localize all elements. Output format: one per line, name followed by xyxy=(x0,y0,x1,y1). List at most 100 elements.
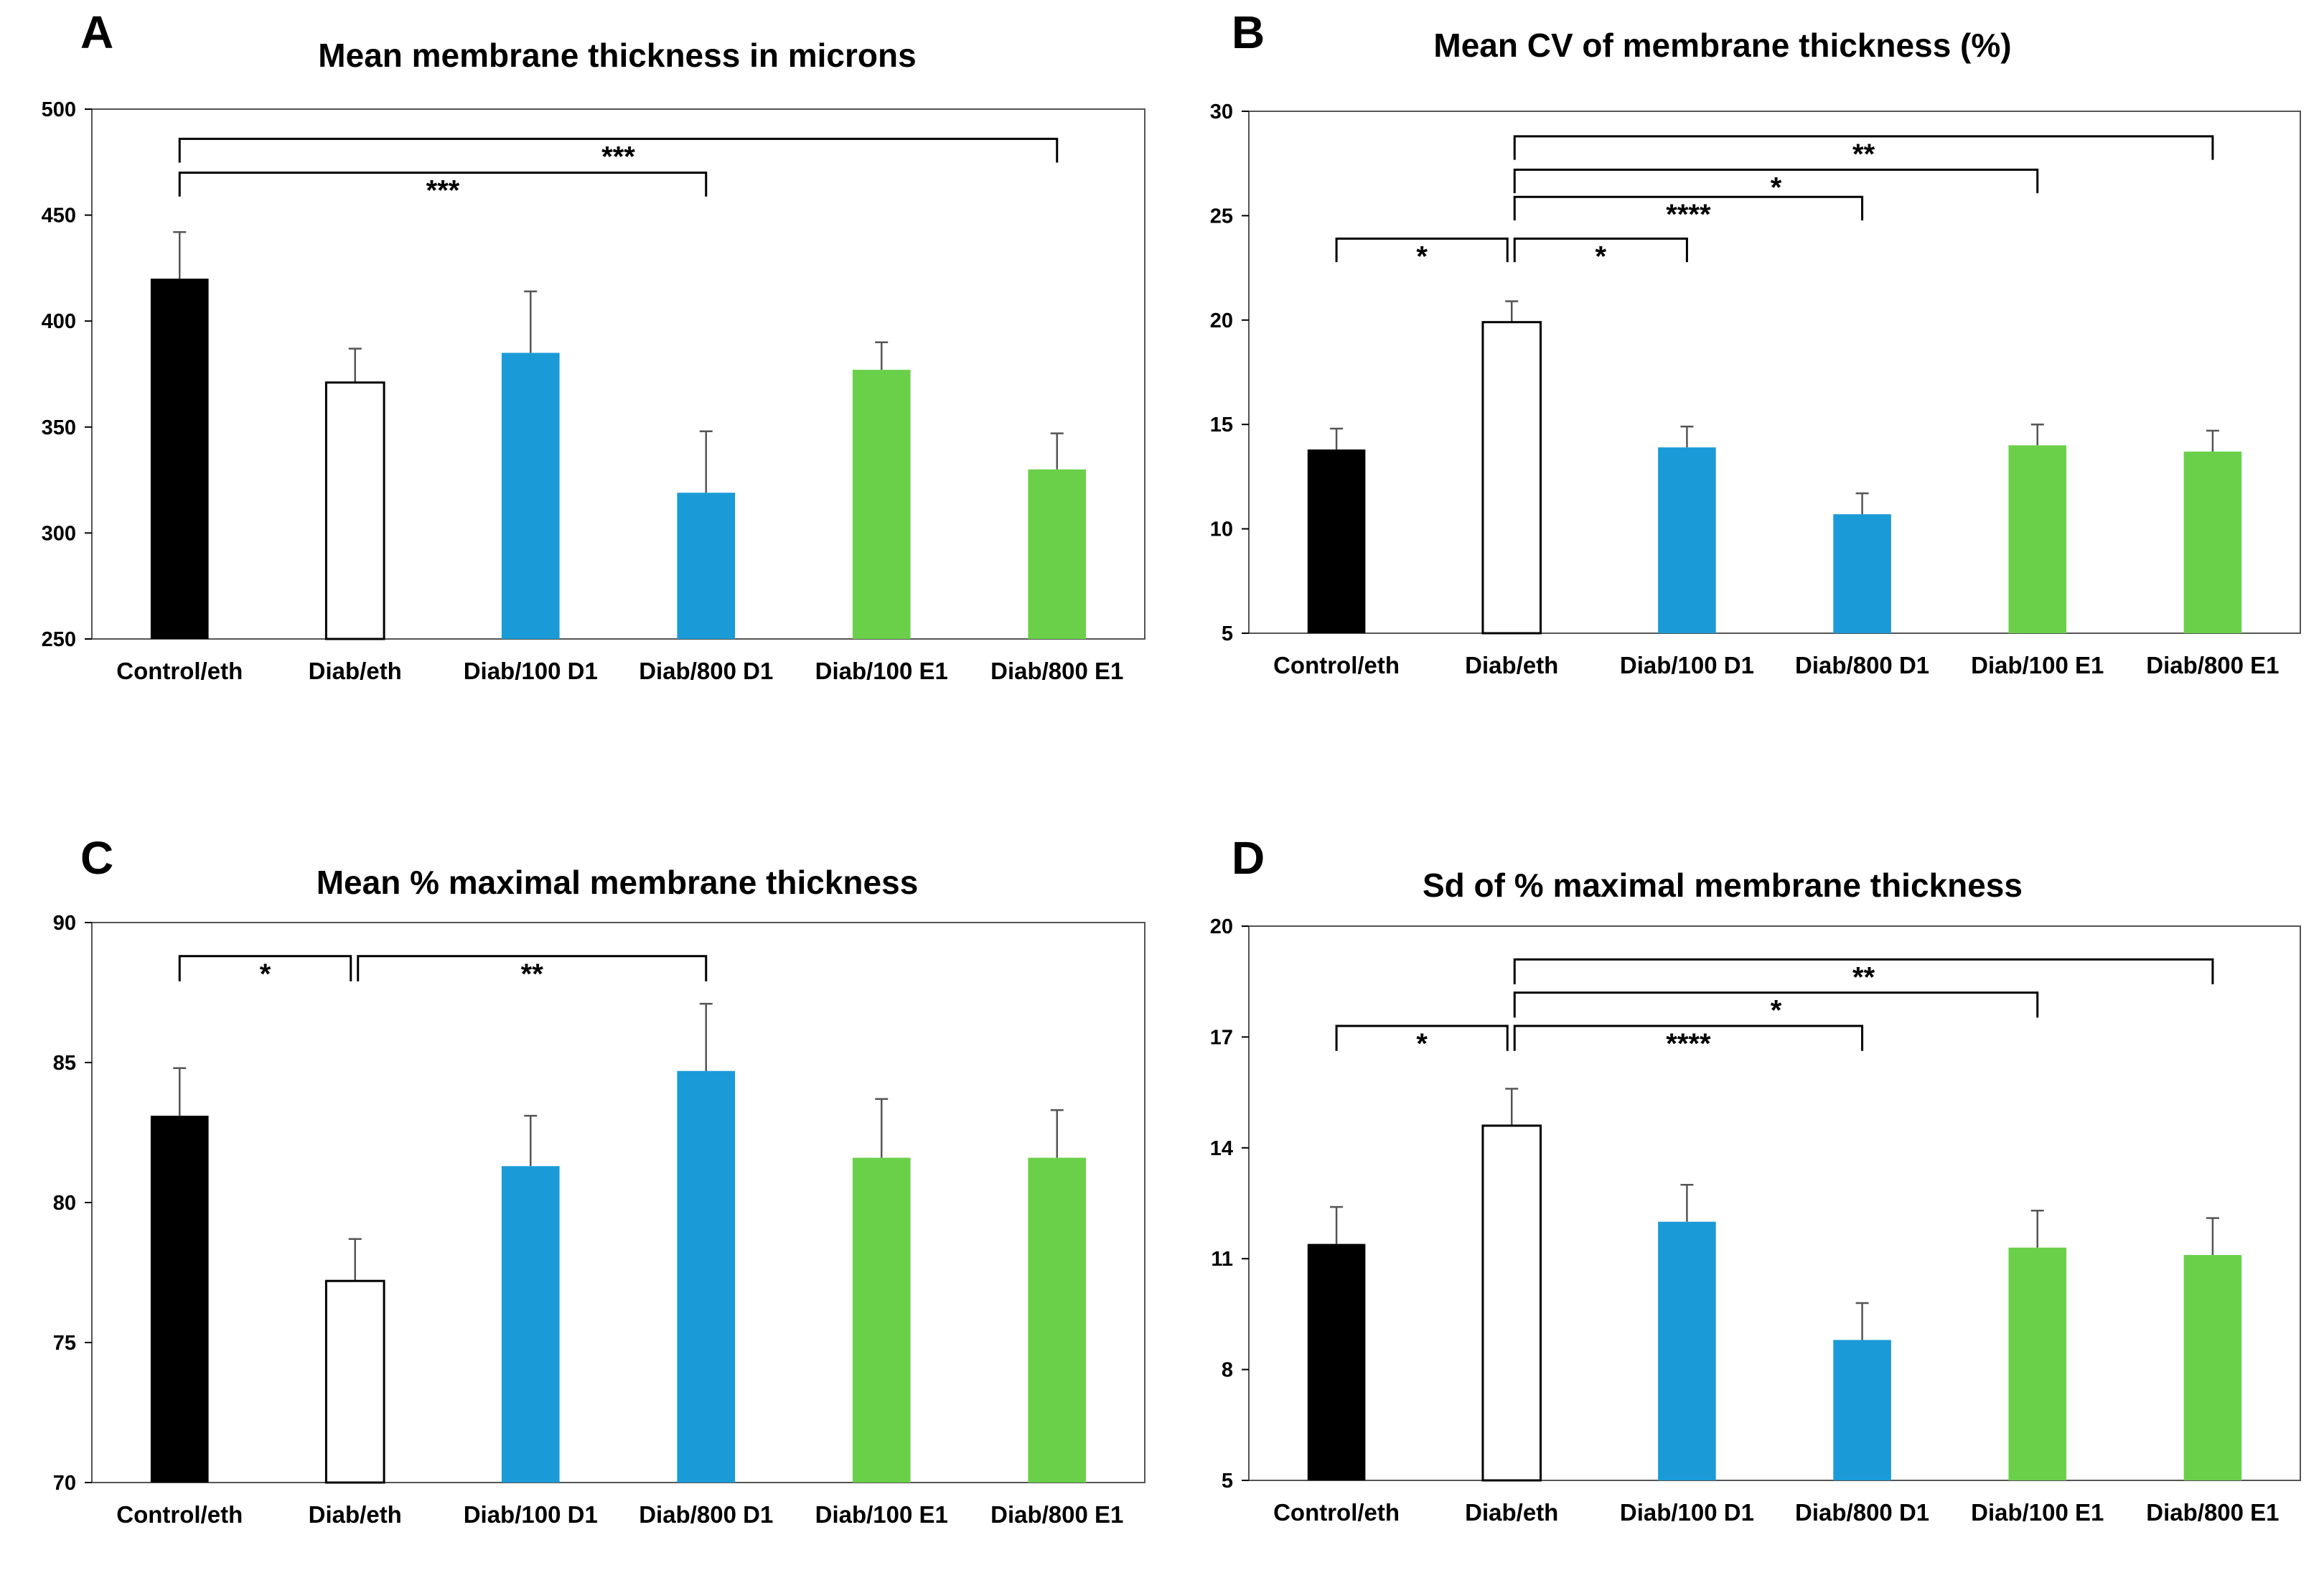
x-category-label: Diab/100 E1 xyxy=(1971,1499,2104,1526)
significance-label: ** xyxy=(521,958,544,990)
significance-label: **** xyxy=(1666,199,1711,230)
y-tick-label: 400 xyxy=(42,310,76,333)
bar-d1 xyxy=(677,493,736,639)
significance-label: * xyxy=(1416,241,1428,272)
y-tick-label: 20 xyxy=(1210,915,1233,938)
x-category-label: Diab/eth xyxy=(309,1501,402,1528)
x-category-label: Control/eth xyxy=(1273,1499,1400,1526)
bar-diab xyxy=(324,1279,385,1484)
y-tick-label: 300 xyxy=(42,522,76,545)
significance-bracket xyxy=(1513,958,2214,985)
y-tick-label: 14 xyxy=(1210,1137,1233,1160)
bar-d1 xyxy=(1833,1340,1891,1480)
plot-frame xyxy=(1248,111,2301,634)
bar-d1 xyxy=(501,353,560,639)
y-tick-label: 350 xyxy=(42,416,76,439)
x-category-label: Diab/800 D1 xyxy=(639,658,773,684)
bar-e1 xyxy=(2008,445,2067,633)
bar-control xyxy=(1307,1243,1366,1480)
x-category-label: Diab/800 D1 xyxy=(1795,1499,1929,1526)
chart-title: Mean membrane thickness in microns xyxy=(318,37,917,74)
significance-label: * xyxy=(1596,241,1607,272)
x-category-label: Diab/eth xyxy=(1465,652,1558,678)
x-category-label: Diab/800 E1 xyxy=(990,1501,1123,1528)
y-tick-label: 25 xyxy=(1210,205,1233,228)
y-tick-label: 70 xyxy=(53,1472,76,1495)
x-category-label: Diab/100 E1 xyxy=(815,1501,948,1528)
bar-chart-b: 5 10 15 20 25 30 Control/eth Diab/eth Diab/100 D… xyxy=(1210,101,2301,678)
significance-label: * xyxy=(1771,995,1782,1027)
y-tick-label: 20 xyxy=(1210,309,1233,332)
x-category-label: Diab/800 D1 xyxy=(1795,652,1929,678)
y-tick-label: 5 xyxy=(1222,622,1233,645)
bar-d1 xyxy=(1658,447,1716,633)
panel-letter: A xyxy=(80,6,114,58)
bar-control xyxy=(150,1116,209,1483)
x-category-label: Diab/100 D1 xyxy=(1620,652,1754,678)
significance-label: * xyxy=(260,958,271,990)
y-tick-label: 85 xyxy=(53,1052,76,1075)
bar-diab xyxy=(1481,1124,1542,1482)
x-category-label: Diab/800 D1 xyxy=(639,1501,773,1528)
bar-e1 xyxy=(2183,452,2242,633)
bar-d1 xyxy=(501,1166,560,1483)
x-category-label: Diab/100 D1 xyxy=(1620,1499,1754,1526)
chart-title: Sd of % maximal membrane thickness xyxy=(1423,867,2023,904)
x-category-label: Control/eth xyxy=(116,1501,243,1528)
x-category-label: Diab/100 D1 xyxy=(464,1501,598,1528)
significance-label: * xyxy=(1416,1028,1428,1060)
significance-bracket xyxy=(1513,991,2039,1018)
bar-control xyxy=(1307,449,1366,633)
significance-label: ** xyxy=(1852,961,1875,993)
bar-d1 xyxy=(677,1070,736,1483)
bar-d1 xyxy=(1833,514,1891,633)
chart-title: Mean CV of membrane thickness (%) xyxy=(1433,27,2012,64)
panel-letter: C xyxy=(80,832,114,884)
y-tick-label: 11 xyxy=(1211,1248,1233,1271)
significance-bracket xyxy=(1513,168,2039,194)
y-tick-label: 90 xyxy=(53,912,76,935)
significance-label: * xyxy=(1771,172,1782,203)
y-tick-label: 10 xyxy=(1210,518,1233,541)
x-category-label: Control/eth xyxy=(116,658,243,684)
chart-title: Mean % maximal membrane thickness xyxy=(316,864,919,901)
significance-label: ** xyxy=(1852,139,1875,170)
y-tick-label: 500 xyxy=(42,98,76,121)
y-tick-label: 17 xyxy=(1210,1026,1233,1049)
y-tick-label: 75 xyxy=(53,1332,76,1355)
x-category-label: Control/eth xyxy=(1273,652,1400,678)
x-category-label: Diab/800 E1 xyxy=(990,658,1123,684)
x-category-label: Diab/eth xyxy=(309,658,402,684)
bar-e1 xyxy=(1028,469,1087,639)
y-tick-label: 450 xyxy=(42,205,76,228)
y-tick-label: 30 xyxy=(1210,101,1233,123)
plot-frame xyxy=(91,108,1145,640)
x-category-label: Diab/100 D1 xyxy=(464,658,598,684)
x-category-label: Diab/100 E1 xyxy=(1971,652,2104,678)
y-tick-label: 15 xyxy=(1210,414,1233,437)
bar-e1 xyxy=(1028,1157,1087,1483)
panel-letter: B xyxy=(1232,6,1265,58)
y-tick-label: 5 xyxy=(1222,1470,1233,1493)
bar-diab xyxy=(324,381,385,640)
significance-label: *** xyxy=(601,141,635,172)
x-category-label: Diab/100 E1 xyxy=(815,658,948,684)
x-category-label: Diab/eth xyxy=(1465,1499,1558,1526)
significance-label: *** xyxy=(426,175,460,207)
bar-chart-a: 250 300 350 400 450 500 Control/eth Diab/eth Dia… xyxy=(42,98,1145,684)
significance-label: **** xyxy=(1666,1028,1711,1060)
significance-bracket xyxy=(178,137,1059,163)
significance-bracket xyxy=(1335,1024,1509,1051)
bar-chart-c: 70 75 80 85 90 Control/eth Diab/eth Diab/100 D1… xyxy=(53,912,1145,1528)
significance-bracket xyxy=(1513,237,1688,263)
significance-bracket xyxy=(1335,237,1509,263)
panel-letter: D xyxy=(1232,832,1265,884)
significance-bracket xyxy=(178,955,352,981)
bar-e1 xyxy=(2183,1255,2242,1480)
significance-bracket xyxy=(1513,135,2214,160)
y-tick-label: 250 xyxy=(42,628,76,651)
bar-diab xyxy=(1481,321,1542,635)
significance-bracket xyxy=(357,955,708,981)
y-tick-label: 8 xyxy=(1222,1359,1233,1382)
